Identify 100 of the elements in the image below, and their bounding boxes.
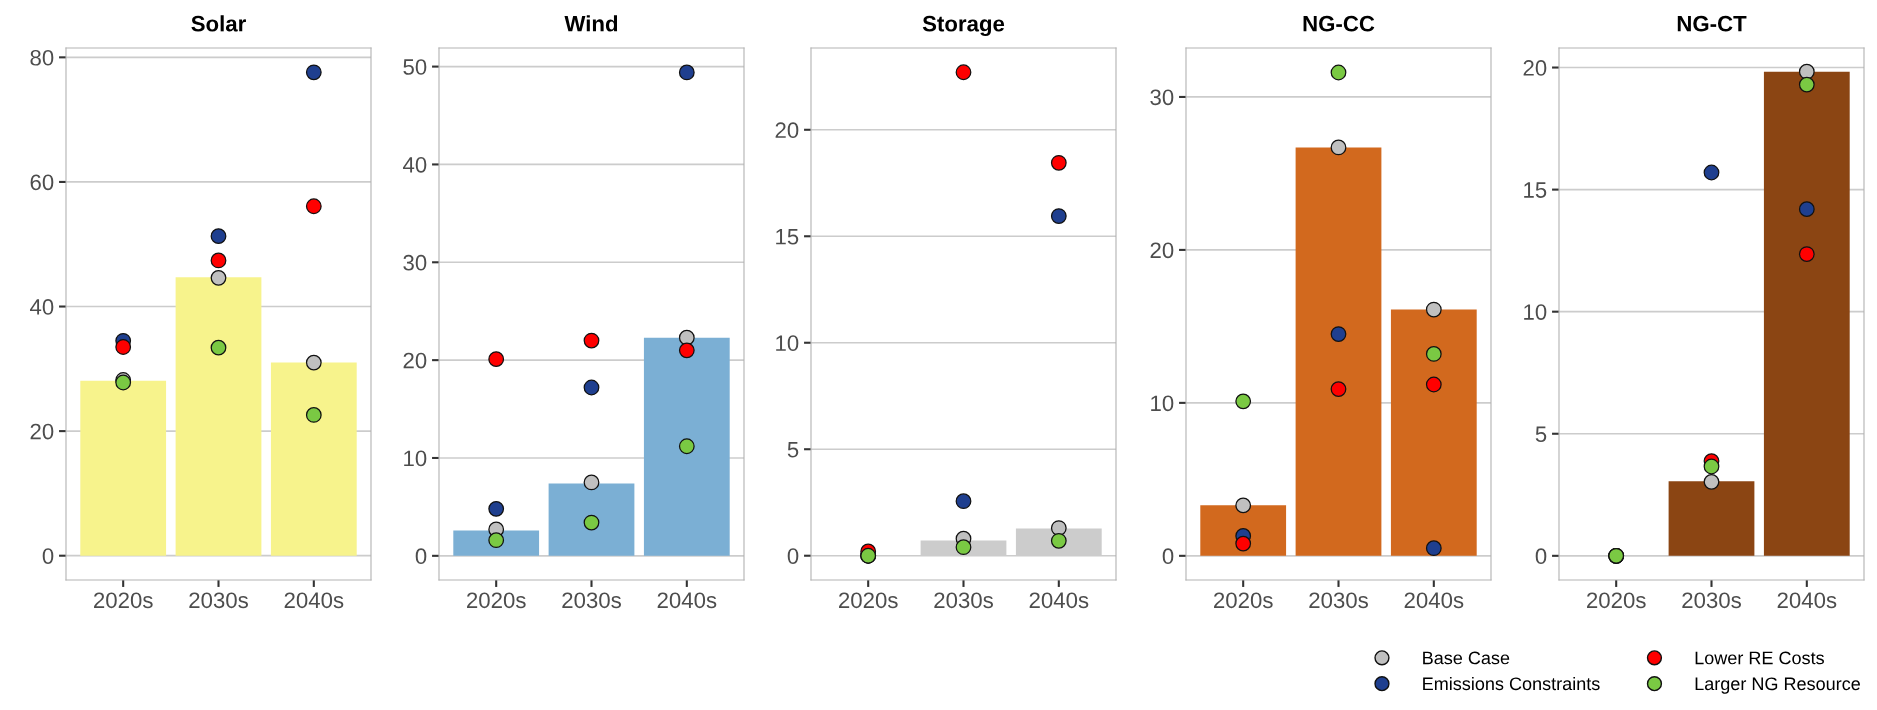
- y-tick-label: 5: [1535, 426, 1547, 443]
- x-tick-label: 2020s: [467, 592, 526, 609]
- y-tick-label: 40: [402, 156, 427, 173]
- point: [1798, 63, 1815, 80]
- y-tick-label: 10: [776, 335, 799, 352]
- x-tick-label: 2040s: [1029, 592, 1089, 609]
- chart-title: Solar: [191, 15, 246, 32]
- point: [1330, 64, 1347, 81]
- point: [678, 64, 695, 81]
- point: [1425, 301, 1442, 318]
- x-tick-label: 2030s: [934, 592, 993, 609]
- y-tick-label: 15: [776, 229, 799, 245]
- legend-label: Base Case: [1423, 651, 1510, 665]
- point: [1050, 154, 1067, 171]
- y-tick-label: 30: [403, 254, 427, 271]
- y-tick-label: 15: [1524, 182, 1547, 198]
- point: [955, 493, 972, 510]
- point: [1235, 393, 1252, 410]
- point: [583, 332, 600, 349]
- bar: [175, 277, 262, 556]
- bar: [270, 362, 357, 556]
- point: [1330, 139, 1347, 156]
- point: [678, 438, 695, 455]
- y-tick-label: 30: [1150, 89, 1174, 106]
- point: [1050, 208, 1067, 224]
- point: [583, 379, 600, 396]
- y-tick-label: 80: [30, 49, 54, 66]
- point: [305, 64, 322, 81]
- legend-label: Emissions Constraints: [1423, 676, 1600, 691]
- point: [1235, 497, 1252, 514]
- point: [1798, 246, 1815, 262]
- point: [1425, 346, 1442, 362]
- point: [1703, 473, 1720, 490]
- y-tick-label: 10: [1524, 304, 1547, 320]
- y-tick-label: 0: [1162, 548, 1174, 565]
- y-tick-label: 20: [403, 352, 427, 369]
- x-tick-label: 2020s: [839, 592, 898, 609]
- point: [1798, 76, 1815, 93]
- point: [1330, 326, 1347, 342]
- y-tick-label: 10: [404, 450, 427, 467]
- y-tick-label: 60: [30, 174, 54, 191]
- point: [955, 64, 972, 81]
- x-tick-label: 2040s: [284, 592, 344, 609]
- point: [210, 252, 227, 269]
- x-tick-label: 2040s: [1404, 592, 1464, 609]
- y-tick-label: 0: [787, 548, 799, 564]
- point: [1330, 381, 1347, 398]
- point: [955, 539, 972, 556]
- x-tick-label: 2030s: [1682, 592, 1741, 609]
- y-tick-label: 20: [1523, 60, 1547, 76]
- point: [1235, 535, 1252, 552]
- point: [583, 514, 600, 531]
- bar: [1200, 505, 1287, 556]
- point: [115, 339, 132, 355]
- point: [305, 407, 322, 423]
- chart-title: Wind: [564, 15, 618, 32]
- point: [488, 500, 505, 517]
- legend-label: Lower RE Costs: [1695, 651, 1824, 665]
- point: [305, 354, 322, 371]
- point: [678, 329, 695, 346]
- y-tick-label: 0: [42, 548, 54, 564]
- chart-title: Storage: [922, 15, 1005, 37]
- x-tick-label: 2040s: [1777, 592, 1837, 609]
- point: [1425, 376, 1442, 393]
- y-tick-label: 20: [1150, 242, 1174, 259]
- x-tick-label: 2020s: [1214, 592, 1273, 609]
- point: [210, 269, 227, 286]
- point: [210, 228, 227, 245]
- point: [305, 198, 322, 215]
- x-tick-label: 2020s: [94, 592, 153, 609]
- point: [1050, 532, 1067, 549]
- x-tick-label: 2030s: [1309, 592, 1368, 609]
- bar: [1295, 147, 1382, 556]
- y-tick-label: 50: [403, 59, 427, 75]
- point: [488, 351, 505, 368]
- x-tick-label: 2020s: [1587, 592, 1646, 609]
- y-tick-label: 10: [1151, 395, 1174, 412]
- y-tick-label: 20: [30, 423, 54, 440]
- chart-title: NG-CC: [1303, 15, 1375, 32]
- y-tick-label: 40: [29, 299, 54, 315]
- y-tick-label: 0: [415, 548, 427, 565]
- point: [210, 339, 227, 356]
- bar: [548, 483, 635, 556]
- bar: [80, 380, 167, 556]
- x-tick-label: 2030s: [189, 592, 248, 609]
- legend-label: Larger NG Resource: [1695, 677, 1860, 694]
- y-tick-label: 5: [787, 442, 799, 458]
- point: [678, 342, 695, 359]
- bar: [1390, 309, 1477, 556]
- point: [1798, 201, 1815, 218]
- y-tick-label: 0: [1535, 548, 1547, 565]
- x-tick-label: 2040s: [657, 592, 717, 609]
- bar: [643, 337, 730, 556]
- x-tick-label: 2030s: [562, 592, 621, 609]
- point: [1425, 540, 1442, 557]
- point: [488, 532, 505, 549]
- y-tick-label: 20: [775, 122, 799, 139]
- chart-title: NG-CT: [1677, 15, 1747, 32]
- point: [583, 474, 600, 491]
- point: [1703, 164, 1720, 181]
